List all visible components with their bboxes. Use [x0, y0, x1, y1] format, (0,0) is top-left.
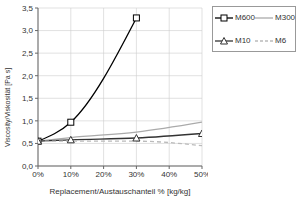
svg-text:3,0: 3,0 — [22, 26, 34, 35]
svg-text:3,5: 3,5 — [22, 4, 34, 13]
html-text:M300: M300 — [275, 13, 295, 22]
svg-text:2,5: 2,5 — [22, 49, 34, 58]
svg-text:10%: 10% — [63, 170, 79, 179]
html-text:M6: M6 — [275, 36, 287, 45]
html-text:M600: M600 — [235, 13, 255, 22]
svg-text:1,5: 1,5 — [22, 94, 34, 103]
svg-text:0,5: 0,5 — [22, 139, 34, 148]
svg-text:30%: 30% — [128, 170, 144, 179]
svg-text:Viscosity/Viskosität [Pa s]: Viscosity/Viskosität [Pa s] — [8, 68, 12, 147]
svg-text:40%: 40% — [161, 170, 177, 179]
svg-text:2,0: 2,0 — [22, 72, 34, 81]
svg-text:0%: 0% — [32, 170, 44, 179]
svg-text:0,0: 0,0 — [22, 162, 34, 171]
svg-text:20%: 20% — [96, 170, 112, 179]
svg-text:50%: 50% — [194, 170, 208, 179]
svg-text:1,0: 1,0 — [22, 117, 34, 126]
svg-text:Replacement/Austauschanteil %: Replacement/Austauschanteil % [kg/kg] — [50, 187, 191, 196]
html-text:M10: M10 — [235, 36, 251, 45]
